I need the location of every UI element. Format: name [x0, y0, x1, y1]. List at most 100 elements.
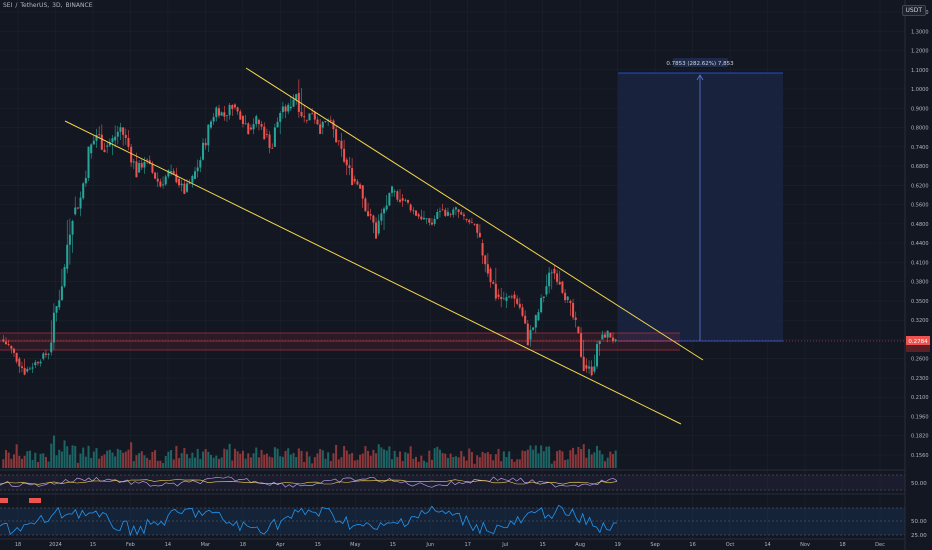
upper-trendline[interactable] — [245, 67, 704, 361]
volume-bar — [409, 446, 412, 468]
volume-bar — [532, 449, 535, 468]
volume-bar — [90, 457, 93, 468]
candle-body — [66, 244, 69, 269]
candle-body — [239, 111, 242, 120]
candle-body — [132, 161, 135, 163]
candle-body — [236, 107, 239, 112]
volume-bar — [598, 450, 601, 468]
volume-bar — [39, 453, 42, 468]
candle-body — [279, 113, 282, 122]
candle-body — [295, 94, 298, 100]
candle-body — [319, 124, 322, 134]
volume-bar — [31, 459, 34, 468]
candle-body — [12, 348, 15, 353]
volume-bar — [468, 448, 471, 468]
time-tick-label: Aug — [575, 542, 585, 548]
volume-bar — [537, 453, 540, 468]
volume-bar — [452, 456, 455, 468]
volume-bar — [98, 458, 101, 468]
volume-bar — [556, 451, 559, 468]
candle-body — [55, 306, 58, 313]
volume-bar — [359, 454, 362, 468]
candle-body — [561, 281, 564, 293]
volume-bar — [441, 453, 444, 468]
volume-bar — [183, 448, 186, 468]
candle-body — [566, 296, 569, 300]
candle-body — [369, 214, 372, 216]
mfi-marker-left — [0, 498, 8, 503]
volume-bar — [79, 453, 82, 468]
candle-body — [486, 264, 489, 274]
volume-bar — [582, 444, 585, 468]
volume-bars — [2, 435, 617, 468]
mfi-line — [0, 504, 618, 537]
candle-body — [63, 267, 66, 287]
candle-body — [462, 214, 465, 217]
volume-bar — [414, 456, 418, 468]
candle-body — [183, 183, 186, 194]
time-tick-label: 18 — [15, 542, 21, 548]
candle-body — [335, 129, 338, 143]
candle-body — [260, 123, 263, 127]
volume-bar — [276, 448, 279, 468]
volume-bar — [460, 450, 463, 468]
volume-bar — [545, 446, 548, 468]
lower-trendline[interactable] — [64, 120, 682, 425]
price-axis[interactable]: 1.40001.30001.20001.10001.00000.90000.80… — [911, 10, 929, 459]
volume-bar — [111, 452, 114, 468]
volume-bar — [23, 455, 26, 468]
candle-body — [215, 107, 218, 118]
volume-bar — [178, 458, 181, 468]
volume-bar — [58, 449, 61, 468]
candle-body — [454, 207, 457, 210]
time-axis[interactable]: 18 2024 15 Feb 14 Mar 18 Apr 15 May 15 Jun 17 Jul 15 Au… — [15, 542, 885, 548]
volume-bar — [337, 459, 340, 468]
price-tick-label: 0.6200 — [911, 183, 929, 189]
candle-body — [380, 213, 383, 221]
volume-bar — [300, 450, 303, 468]
volume-bar — [611, 454, 615, 468]
volume-bar — [596, 445, 599, 468]
volume-bar — [60, 451, 63, 468]
candle-body — [138, 163, 141, 173]
candle-body — [601, 334, 604, 340]
volume-bar — [534, 445, 537, 468]
volume-bar — [18, 455, 21, 468]
candle-body — [513, 294, 516, 299]
volume-bar — [116, 448, 119, 468]
volume-bar — [324, 458, 327, 468]
candle-body — [223, 112, 226, 117]
volume-bar — [146, 457, 149, 468]
candle-body — [143, 161, 146, 168]
candle-body — [481, 243, 484, 256]
measure-label: 0.7853 (282.62%) 7,853 — [666, 61, 734, 67]
currency-button[interactable]: USDT — [901, 5, 926, 16]
candle-body — [124, 134, 127, 139]
volume-bar — [481, 451, 484, 468]
candle-body — [100, 134, 103, 150]
volume-bar — [606, 457, 609, 468]
time-tick-label: 18 — [839, 542, 845, 548]
candle-body — [52, 312, 55, 343]
time-tick-label: 15 — [315, 542, 321, 548]
volume-bar — [353, 460, 356, 468]
volume-bar — [297, 448, 300, 468]
candle-body — [524, 315, 527, 324]
volume-bar — [446, 457, 449, 468]
volume-bar — [444, 453, 447, 468]
candle-body — [207, 124, 210, 146]
volume-bar — [327, 452, 330, 468]
volume-bar — [375, 453, 378, 468]
volume-bar — [478, 457, 481, 468]
candle-body — [300, 111, 303, 117]
price-tick-label: 0.5600 — [911, 203, 929, 209]
volume-bar — [305, 451, 308, 468]
volume-bar — [20, 458, 23, 468]
volume-bar — [406, 453, 410, 468]
candle-body — [361, 185, 364, 199]
candle-body — [420, 216, 423, 220]
candle-body — [305, 119, 308, 121]
symbol: SEI — [3, 2, 13, 9]
volume-bar — [68, 454, 71, 468]
